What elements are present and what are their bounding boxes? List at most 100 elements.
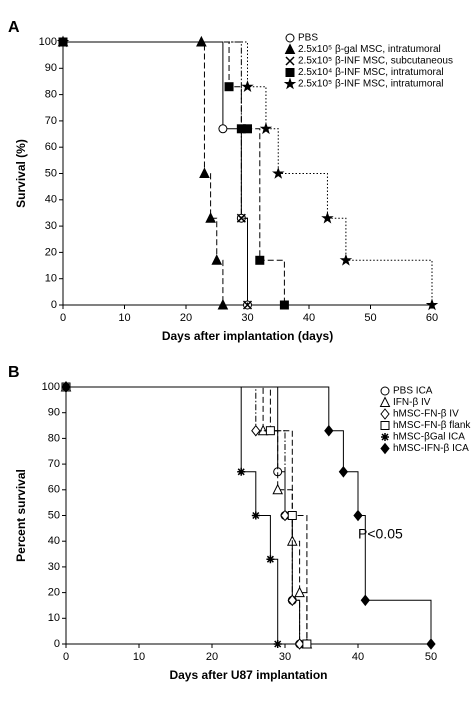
marker bbox=[283, 77, 297, 90]
marker bbox=[285, 33, 295, 43]
marker bbox=[61, 381, 71, 393]
marker bbox=[425, 298, 439, 311]
marker bbox=[255, 255, 265, 265]
marker bbox=[56, 35, 70, 48]
y-tick-label: 80 bbox=[48, 432, 60, 444]
marker bbox=[284, 43, 296, 54]
panel-label: A bbox=[8, 19, 20, 36]
x-tick-label: 50 bbox=[425, 651, 437, 663]
marker bbox=[285, 56, 295, 66]
y-tick-label: 20 bbox=[45, 246, 57, 258]
marker bbox=[241, 80, 254, 92]
survival-line bbox=[66, 386, 308, 644]
x-axis-label: Days after implantation (days) bbox=[162, 329, 333, 343]
marker bbox=[287, 594, 297, 607]
marker bbox=[380, 386, 390, 396]
annotation: P<0.05 bbox=[358, 526, 403, 542]
marker bbox=[243, 124, 252, 134]
marker bbox=[280, 509, 290, 522]
y-tick-label: 90 bbox=[45, 62, 57, 74]
marker bbox=[381, 433, 389, 441]
y-axis-label: Survival (%) bbox=[14, 139, 28, 208]
y-tick-label: 60 bbox=[45, 141, 57, 153]
marker bbox=[294, 586, 305, 598]
marker bbox=[272, 166, 285, 179]
marker bbox=[380, 408, 390, 420]
legend-label: hMSC-βGal ICA bbox=[393, 432, 465, 443]
survival-line bbox=[66, 386, 432, 644]
legend-label: 2.5x10⁵ β-INF MSC, intratumoral bbox=[298, 79, 444, 90]
y-tick-label: 50 bbox=[45, 167, 57, 179]
marker bbox=[287, 511, 297, 520]
y-tick-label: 50 bbox=[48, 509, 60, 521]
legend-label: hMSC-FN-β flank bbox=[393, 420, 471, 431]
y-tick-label: 10 bbox=[48, 612, 60, 624]
marker bbox=[285, 68, 295, 77]
y-tick-label: 100 bbox=[42, 381, 60, 393]
legend-label: PBS ICA bbox=[393, 386, 433, 397]
survival-line bbox=[63, 41, 285, 305]
survival-line bbox=[63, 41, 224, 305]
marker bbox=[237, 467, 246, 476]
marker bbox=[217, 298, 229, 310]
marker bbox=[265, 426, 275, 436]
y-tick-label: 90 bbox=[48, 407, 60, 419]
legend-label: PBS bbox=[298, 33, 318, 44]
y-tick-label: 0 bbox=[51, 299, 57, 311]
y-tick-label: 80 bbox=[45, 89, 57, 101]
marker bbox=[266, 555, 275, 564]
y-tick-label: 70 bbox=[45, 115, 57, 127]
y-tick-label: 60 bbox=[48, 484, 60, 496]
marker bbox=[338, 466, 349, 478]
survival-line bbox=[63, 41, 248, 305]
y-tick-label: 10 bbox=[45, 273, 57, 285]
legend-label: hMSC-IFN-β ICA bbox=[393, 443, 469, 454]
x-tick-label: 0 bbox=[63, 651, 69, 663]
x-tick-label: 40 bbox=[352, 651, 364, 663]
marker bbox=[360, 594, 370, 607]
marker bbox=[321, 211, 334, 224]
legend-label: hMSC-FN-β IV bbox=[393, 409, 459, 420]
x-tick-label: 10 bbox=[133, 651, 145, 663]
y-tick-label: 70 bbox=[48, 458, 60, 470]
marker bbox=[224, 82, 234, 92]
marker bbox=[380, 421, 390, 430]
x-axis-label: Days after U87 implantation bbox=[169, 668, 327, 682]
x-tick-label: 40 bbox=[303, 312, 315, 324]
y-tick-label: 40 bbox=[48, 535, 60, 547]
x-tick-label: 10 bbox=[118, 312, 130, 324]
marker bbox=[324, 424, 334, 437]
x-tick-label: 0 bbox=[60, 312, 66, 324]
marker bbox=[242, 300, 253, 310]
marker bbox=[379, 396, 391, 407]
marker bbox=[251, 511, 260, 520]
survival-line bbox=[66, 386, 279, 644]
marker bbox=[294, 638, 305, 650]
y-tick-label: 30 bbox=[48, 561, 60, 573]
legend-label: 2.5x10⁵ β-gal MSC, intratumoral bbox=[298, 44, 441, 55]
marker bbox=[302, 639, 312, 649]
y-axis-label: Percent survival bbox=[14, 469, 28, 562]
panel-label: B bbox=[8, 364, 20, 381]
y-tick-label: 40 bbox=[45, 194, 57, 206]
marker bbox=[251, 424, 261, 437]
marker bbox=[426, 638, 436, 650]
legend-label: IFN-β IV bbox=[393, 397, 431, 408]
marker bbox=[218, 124, 228, 134]
legend-label: 2.5x10⁵ β-INF MSC, subcutaneous bbox=[298, 56, 453, 67]
x-tick-label: 20 bbox=[180, 312, 192, 324]
x-tick-label: 30 bbox=[241, 312, 253, 324]
x-tick-label: 50 bbox=[364, 312, 376, 324]
y-tick-label: 30 bbox=[45, 220, 57, 232]
x-tick-label: 30 bbox=[279, 651, 291, 663]
marker bbox=[380, 442, 390, 455]
marker bbox=[279, 300, 289, 310]
marker bbox=[273, 640, 282, 648]
survival-line bbox=[63, 41, 248, 305]
x-tick-label: 60 bbox=[426, 312, 438, 324]
marker bbox=[211, 254, 223, 265]
marker bbox=[339, 253, 353, 266]
y-tick-label: 20 bbox=[48, 587, 60, 599]
y-tick-label: 100 bbox=[39, 36, 57, 48]
marker bbox=[272, 483, 284, 495]
